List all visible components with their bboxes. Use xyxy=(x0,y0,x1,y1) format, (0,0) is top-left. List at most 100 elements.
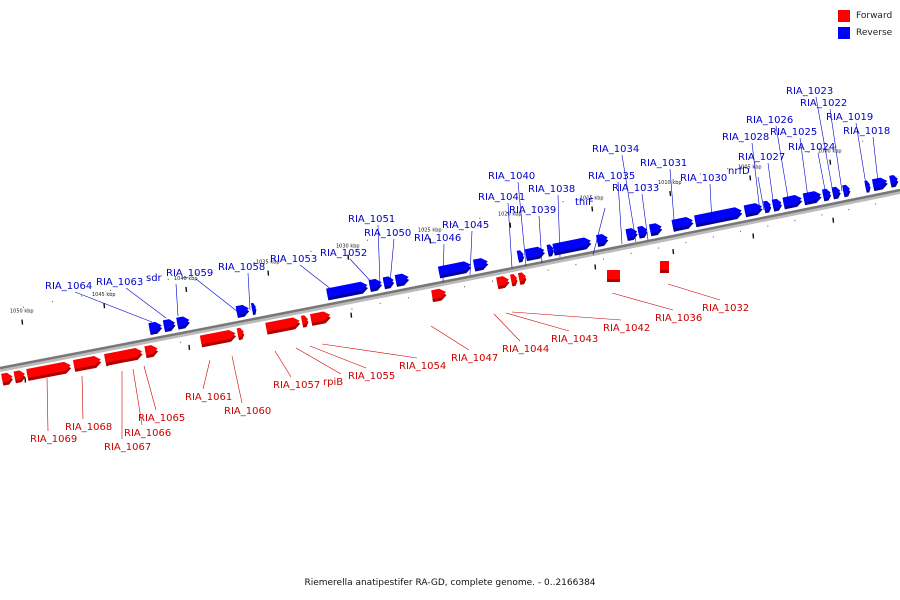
leader-line xyxy=(641,193,649,241)
scale-dot xyxy=(23,306,24,308)
reverse-gene-19-body xyxy=(671,217,693,229)
leader-line xyxy=(132,368,143,426)
scale-dot xyxy=(81,295,83,297)
genome-caption: Riemerella anatipestifer RA-GD, complete… xyxy=(304,578,596,588)
scale-dot xyxy=(310,250,312,252)
forward-gene-8 xyxy=(265,317,301,335)
reverse-gene-0 xyxy=(148,321,163,335)
gene-label-ria_1035: RIA_1035 xyxy=(588,171,635,182)
backbone-shadow xyxy=(0,190,900,372)
scale-dot xyxy=(699,173,701,175)
scale-tick-label: 1005 kbp xyxy=(738,164,762,170)
scale-dot xyxy=(603,258,604,260)
gene-label-ria_1065: RIA_1065 xyxy=(138,413,185,424)
leader-line xyxy=(517,181,527,267)
forward-gene-4-body xyxy=(104,348,143,363)
reverse-gene-19 xyxy=(671,217,694,232)
leader-line xyxy=(125,287,167,319)
gene-label-ria_1030: RIA_1030 xyxy=(680,173,727,184)
scale-tick xyxy=(509,222,512,228)
gene-label-ria_1050: RIA_1050 xyxy=(364,228,411,239)
leader-line xyxy=(295,347,342,375)
legend: Forward Reverse xyxy=(838,8,898,42)
forward-gene-9-body xyxy=(300,315,308,325)
reverse-gene-6-body xyxy=(368,278,382,290)
legend-item-reverse: Reverse xyxy=(838,25,898,41)
scale-dot xyxy=(167,278,169,280)
gene-label-ria_1042: RIA_1042 xyxy=(603,323,650,334)
reverse-gene-14-body xyxy=(552,237,591,253)
forward-gene-3-body xyxy=(72,356,101,369)
gene-label-ria_1031: RIA_1031 xyxy=(640,158,687,169)
reverse-gene-8-body xyxy=(394,273,409,284)
scale-tick-label: 1010 kbp xyxy=(658,180,682,186)
scale-tick xyxy=(24,377,27,383)
reverse-gene-2-body xyxy=(176,316,190,327)
leader-line xyxy=(592,207,606,256)
forward-gene-13 xyxy=(510,274,518,287)
reverse-gene-28 xyxy=(842,184,851,198)
gene-label-ria_1064: RIA_1064 xyxy=(45,281,92,292)
forward-gene-11-body xyxy=(431,288,447,300)
forward-gene-12-body xyxy=(496,276,509,287)
scale-tick-label: 1025 kbp xyxy=(418,227,442,233)
leader-line xyxy=(469,230,473,276)
leader-line xyxy=(505,312,570,332)
reverse-gene-31 xyxy=(889,175,899,188)
gene-label-ria_1024: RIA_1024 xyxy=(788,142,835,153)
leader-line xyxy=(775,125,790,205)
scale-tick xyxy=(669,191,672,197)
leader-line xyxy=(377,224,381,286)
scale-dot xyxy=(367,239,369,241)
forward-gene-4 xyxy=(104,348,143,366)
scale-dot xyxy=(196,273,198,275)
scale-dot xyxy=(464,286,465,288)
forward-gene-3 xyxy=(72,356,102,372)
scale-dot xyxy=(630,252,632,255)
gene-label-ria_1039: RIA_1039 xyxy=(509,205,556,216)
leader-line xyxy=(81,375,84,420)
gene-label-ria_1060: RIA_1060 xyxy=(224,406,271,417)
forward-gene-11 xyxy=(431,288,447,303)
scale-tick-label: 1015 kbp xyxy=(580,195,604,201)
gene-label-ria_1040: RIA_1040 xyxy=(488,171,535,182)
scale-tick xyxy=(185,286,188,292)
reverse-gene-15-body xyxy=(595,234,608,245)
leader-line xyxy=(557,194,561,258)
scale-dot xyxy=(507,212,509,214)
gene-label-ria_1032: RIA_1032 xyxy=(702,303,749,314)
scale-dot xyxy=(781,156,783,159)
scale-tick-label: 1050 kbp xyxy=(10,309,34,315)
reverse-gene-23-body xyxy=(771,198,782,209)
scale-tick xyxy=(832,217,835,223)
gene-label-ria_1026: RIA_1026 xyxy=(746,115,793,126)
gene-label-ria_1061: RIA_1061 xyxy=(185,392,232,403)
scale-dot xyxy=(808,151,810,153)
scale-dot xyxy=(712,236,714,238)
reverse-gene-7 xyxy=(382,276,395,290)
leader-line xyxy=(855,122,867,186)
scale-tick xyxy=(267,270,270,276)
gene-label-ria_1036: RIA_1036 xyxy=(655,313,702,324)
leader-line xyxy=(430,325,470,351)
leader-line xyxy=(621,154,637,243)
leader-line xyxy=(767,162,775,209)
forward-gene-6 xyxy=(199,329,237,348)
reverse-gene-16 xyxy=(625,228,638,242)
leader-line xyxy=(202,359,211,390)
scale-tick xyxy=(752,233,755,239)
forward-gene-10-body xyxy=(310,311,331,323)
scale-dot xyxy=(138,284,140,286)
gene-label-ria_1038: RIA_1038 xyxy=(528,184,575,195)
forward-gene-0 xyxy=(1,372,13,386)
scale-dot xyxy=(395,234,397,236)
reverse-gene-9-body xyxy=(437,261,471,276)
gene-label-ria_1022: RIA_1022 xyxy=(800,98,847,109)
scale-dot xyxy=(835,146,837,148)
reverse-gene-2 xyxy=(176,316,190,330)
reverse-gene-18-body xyxy=(648,223,662,234)
reverse-gene-1 xyxy=(162,319,176,333)
scale-dot xyxy=(754,162,756,164)
leader-line xyxy=(709,183,713,225)
